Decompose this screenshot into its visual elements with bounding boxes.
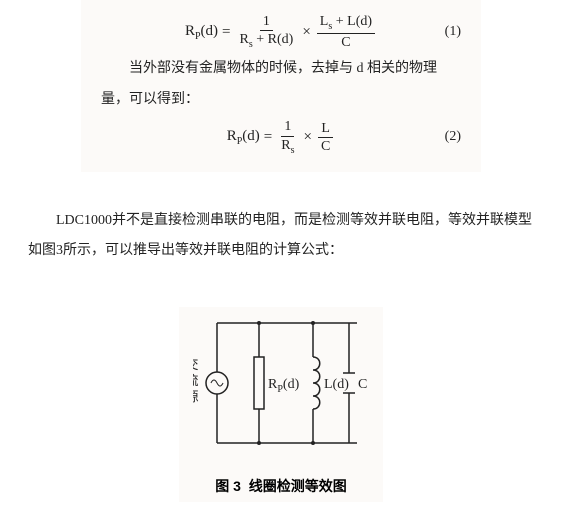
eq2-lhs: RP(d) <box>227 128 260 147</box>
eq1-equals: = <box>222 24 230 41</box>
equation-1-content: RP(d) = 1 Rs + R(d) × Ls + L(d) C <box>101 14 461 50</box>
svg-text:流: 流 <box>193 373 199 388</box>
eq1-times: × <box>302 24 310 41</box>
figure-3: 交流源 RP(d) L(d) C 图 3 线圈检测等效图 <box>0 307 562 502</box>
eq2-equals: = <box>264 129 272 146</box>
figure-3-inner: 交流源 RP(d) L(d) C 图 3 线圈检测等效图 <box>179 307 383 502</box>
eq2-frac1: 1 Rs <box>278 119 297 155</box>
equation-2: RP(d) = 1 Rs × L C (2) <box>101 119 461 155</box>
eq-block-text-line2: 量，可以得到： <box>101 87 461 114</box>
svg-text:交: 交 <box>193 357 199 372</box>
figure-3-caption: 图 3 线圈检测等效图 <box>193 476 369 496</box>
svg-text:源: 源 <box>193 389 199 404</box>
equation-2-content: RP(d) = 1 Rs × L C <box>101 119 461 155</box>
eq-block-text-line1: 当外部没有金属物体的时候，去掉与 d 相关的物理 <box>101 56 461 83</box>
eq2-frac2: L C <box>318 121 333 155</box>
eq2-number: (2) <box>445 129 461 145</box>
equation-block: RP(d) = 1 Rs + R(d) × Ls + L(d) C (1) 当外… <box>81 0 481 172</box>
eq1-frac1: 1 Rs + R(d) <box>237 14 297 50</box>
eq1-lhs: RP(d) <box>185 23 218 42</box>
eq1-frac2: Ls + L(d) C <box>317 14 375 50</box>
svg-text:RP(d): RP(d) <box>268 377 300 395</box>
equation-1: RP(d) = 1 Rs + R(d) × Ls + L(d) C (1) <box>101 14 461 50</box>
svg-text:C: C <box>358 377 367 392</box>
circuit-diagram-svg: 交流源 RP(d) L(d) C <box>193 317 369 467</box>
eq2-times: × <box>303 129 311 146</box>
body-paragraph: LDC1000并不是直接检测串联的电阻，而是检测等效并联电阻，等效并联模型如图3… <box>28 206 534 268</box>
svg-text:L(d): L(d) <box>324 377 349 392</box>
eq1-number: (1) <box>445 24 461 40</box>
